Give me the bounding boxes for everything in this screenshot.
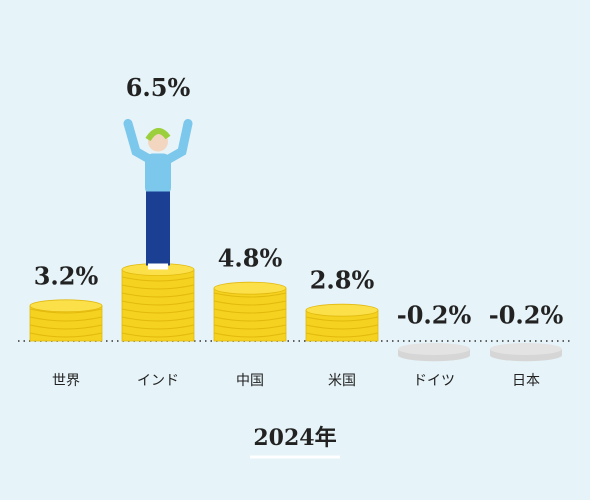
coin-edge	[213, 292, 287, 298]
coin-edge	[305, 316, 379, 322]
category-label: 世界	[52, 373, 80, 389]
coin-edge	[29, 316, 103, 322]
category-label: 日本	[512, 373, 540, 389]
coin-edge	[121, 308, 195, 314]
coin-top	[490, 343, 562, 355]
person-hair	[145, 128, 171, 142]
coin-edge	[121, 324, 195, 330]
coin-side	[213, 287, 287, 342]
coin-top	[398, 343, 470, 355]
value-label: 4.8%	[218, 244, 283, 273]
person-legs	[146, 191, 170, 266]
value-label: -0.2%	[489, 301, 564, 330]
coin-stack	[29, 299, 103, 342]
person-shoes	[148, 263, 168, 270]
coin-top	[29, 299, 103, 313]
coin-stack	[398, 343, 470, 362]
value-label: 6.5%	[126, 73, 191, 102]
category-label: インド	[137, 373, 179, 389]
coin-stack	[213, 281, 287, 342]
person-illustration	[123, 119, 193, 270]
coin-edge	[29, 324, 103, 330]
coin-edge	[121, 316, 195, 322]
value-label: 3.2%	[34, 261, 99, 290]
value-label: 2.8%	[310, 266, 375, 295]
coin-edge	[121, 276, 195, 282]
coin-edge	[213, 324, 287, 330]
coin-edge	[305, 324, 379, 330]
coin-edge	[121, 332, 195, 338]
category-label: ドイツ	[413, 373, 455, 389]
coin-edge	[213, 332, 287, 338]
coin-stack	[305, 303, 379, 342]
value-label: -0.2%	[397, 301, 472, 330]
coin-edge	[29, 308, 103, 314]
coin-stack	[490, 343, 562, 362]
category-label: 中国	[236, 373, 264, 389]
person-arms	[123, 119, 193, 164]
coin-edge	[213, 316, 287, 322]
coin-edge	[29, 332, 103, 338]
category-label: 米国	[328, 373, 356, 389]
chart-title: 2024年	[253, 425, 336, 451]
coin-edge	[213, 308, 287, 314]
coin-edge	[305, 332, 379, 338]
person-body	[145, 153, 171, 196]
coin-edge	[121, 292, 195, 298]
coin-edge	[121, 300, 195, 306]
coin-edge	[121, 284, 195, 290]
coin-stack	[121, 263, 195, 342]
coin-edge	[213, 300, 287, 306]
coin-top	[305, 303, 379, 317]
coin-top	[213, 281, 287, 295]
